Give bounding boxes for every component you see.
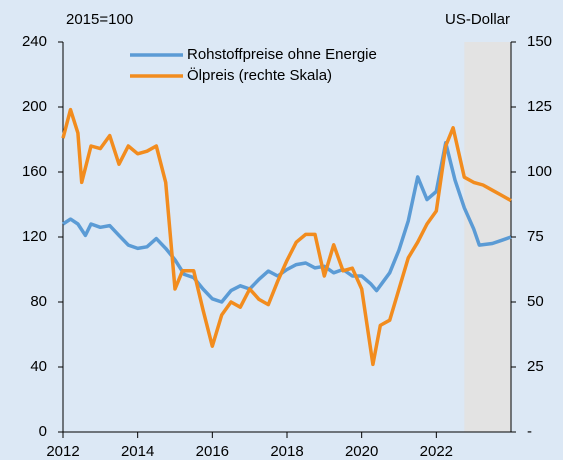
series-line <box>61 107 512 367</box>
y-tick-label: 40 <box>30 358 47 375</box>
forecast-shade <box>464 42 511 432</box>
y-tick-label: 240 <box>22 33 47 50</box>
y-tick-label: 160 <box>22 163 47 180</box>
right-axis-label: US-Dollar <box>445 11 510 28</box>
y2-tick-label: 100 <box>527 163 552 180</box>
y2-tick-label: 150 <box>527 33 552 50</box>
legend-label: Rohstoffpreise ohne Energie <box>187 46 377 63</box>
x-tick-label: 2020 <box>345 443 378 460</box>
x-tick-label: 2022 <box>420 443 453 460</box>
x-tick-label: 2016 <box>196 443 229 460</box>
x-tick-label: 2014 <box>121 443 154 460</box>
left-axis-label: 2015=100 <box>66 11 133 28</box>
y2-tick-label: 50 <box>527 293 544 310</box>
y-tick-label: 80 <box>30 293 47 310</box>
legend-label: Ölpreis (rechte Skala) <box>187 66 332 84</box>
y-tick-label: 120 <box>22 228 47 245</box>
y2-tick-label: 25 <box>527 358 544 375</box>
x-tick-label: 2018 <box>270 443 303 460</box>
y-tick-label: 0 <box>39 423 47 440</box>
y2-tick-label: 125 <box>527 98 552 115</box>
y-tick-label: 200 <box>22 98 47 115</box>
y2-tick-label: 75 <box>527 228 544 245</box>
y2-tick-label: - <box>527 423 532 440</box>
x-tick-label: 2012 <box>46 443 79 460</box>
